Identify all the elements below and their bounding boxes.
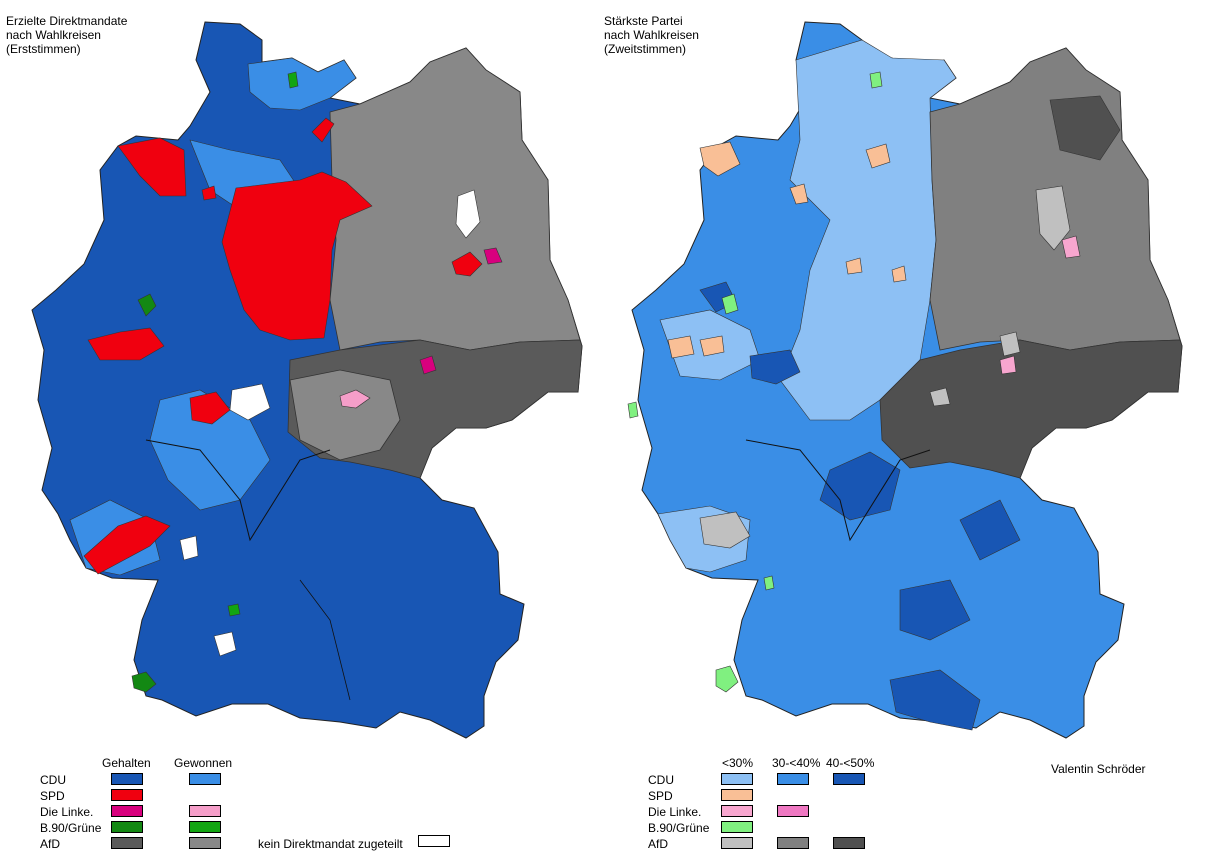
right-region-linke-low-leipzig	[999, 355, 1017, 375]
right-region-greens-freiburg	[715, 665, 739, 693]
right-region-cdu-high-bavaria-a	[819, 451, 901, 521]
left-legend-swatch-afd-won	[189, 837, 221, 849]
left-legend-swatch-linke-won	[189, 805, 221, 817]
right-region-cdu-high-bavaria-d	[889, 669, 981, 731]
left-legend-label-linke: Die Linke.	[40, 805, 94, 819]
right-legend-label-greens: B.90/Grüne	[648, 821, 710, 835]
left-legend-label-spd: SPD	[40, 789, 65, 803]
left-region-greens-won-stuttgart	[227, 603, 241, 617]
right-legend-swatch-linke-mid	[777, 805, 809, 817]
left-legend-col-won: Gewonnen	[174, 756, 233, 770]
left-legend-col-held: Gehalten	[102, 756, 151, 770]
right-legend-label-afd: AfD	[648, 837, 669, 851]
right-region-greens-muenster	[721, 293, 739, 315]
right-legend-swatch-cdu-low	[721, 773, 753, 785]
left-legend-swatch-linke-held	[111, 805, 143, 817]
right-region-afd-high-mecklenburg	[1049, 95, 1121, 161]
right-legend-swatch-afd-mid	[777, 837, 809, 849]
right-region-afd-low-saarland	[699, 511, 751, 549]
left-region-greens-won-kiel	[287, 71, 299, 89]
left-region-linke-won-erfurt	[339, 389, 371, 409]
right-legend-swatch-afd-high	[833, 837, 865, 849]
left-region-spd-palatinate	[83, 515, 171, 575]
right-legend-label-spd: SPD	[648, 789, 673, 803]
left-region-spd-north	[117, 137, 187, 197]
right-legend-label-cdu: CDU	[648, 773, 674, 787]
left-legend-no-mandate-label: kein Direktmandat zugeteilt	[258, 837, 403, 851]
left-region-linke-leipzig	[419, 355, 437, 375]
left-region-spd-berlin	[451, 251, 483, 277]
left-legend-swatch-cdu-won	[189, 773, 221, 785]
right-region-greens-aachen	[627, 401, 639, 419]
right-region-greens-kiel	[869, 71, 883, 89]
left-legend-label-afd: AfD	[40, 837, 61, 851]
right-germany-map	[627, 21, 1183, 739]
left-map-title: Erzielte Direktmandate nach Wahlkreisen …	[6, 14, 128, 56]
right-legend-label-linke: Die Linke.	[648, 805, 702, 819]
left-region-greens-muenster	[137, 293, 157, 317]
left-region-spd-lowsaxony	[221, 171, 373, 341]
left-region-no-mandate-munich	[213, 631, 237, 657]
right-region-cdu-high-hesse	[749, 349, 801, 385]
left-legend-label-cdu: CDU	[40, 773, 66, 787]
author-credit: Valentin Schröder	[1051, 762, 1146, 776]
right-region-spd-low-ruhr	[667, 335, 725, 359]
right-region-cdu-high-bavaria-c	[899, 579, 971, 641]
left-region-afd-thuringia	[289, 369, 401, 461]
left-legend-label-greens: B.90/Grüne	[40, 821, 102, 835]
left-legend-swatch-no-mandate	[418, 835, 450, 847]
right-legend-swatch-afd-low	[721, 837, 753, 849]
left-region-no-mandate-frankfurt	[229, 383, 271, 421]
left-germany-map	[31, 21, 583, 739]
right-legend-swatch-cdu-mid	[777, 773, 809, 785]
left-region-spd-ruhr	[87, 327, 165, 361]
right-region-linke-low-berlin	[1061, 235, 1081, 259]
left-region-spd-hamburg	[311, 117, 335, 143]
left-region-linke-berlin	[483, 247, 503, 265]
right-region-afd-low-jena	[929, 387, 951, 407]
right-legend-swatch-linke-low	[721, 805, 753, 817]
right-region-spd-low-ostfriesland	[699, 141, 741, 177]
right-legend-col-high: 40-<50%	[826, 756, 875, 770]
right-legend-swatch-greens-low	[721, 821, 753, 833]
right-region-cdu-high-bavaria-b	[959, 499, 1021, 561]
left-region-no-mandate-mannheim	[179, 535, 199, 561]
left-legend-swatch-greens-held	[111, 821, 143, 833]
right-region-spd-low-bremen	[789, 183, 809, 205]
left-region-greens-freiburg	[131, 671, 157, 693]
left-legend-swatch-cdu-held	[111, 773, 143, 785]
left-legend-swatch-greens-won	[189, 821, 221, 833]
right-map-title: Stärkste Partei nach Wahlkreisen (Zweits…	[604, 14, 699, 56]
right-region-greens-stuttgart	[763, 575, 775, 591]
right-legend-swatch-spd-low	[721, 789, 753, 801]
right-region-afd-low-leipzig	[999, 331, 1021, 357]
left-region-spd-kassel	[189, 391, 231, 425]
left-region-spd-bremen	[201, 185, 217, 201]
left-region-cdu-won-schleswig	[247, 57, 357, 111]
left-legend-swatch-spd-held	[111, 789, 143, 801]
right-region-afd-high-saxony	[879, 339, 1183, 479]
right-region-spd-low-lowsaxony	[845, 257, 907, 283]
left-region-afd-north-east	[329, 47, 581, 351]
right-legend-col-low: <30%	[722, 756, 754, 770]
left-legend-swatch-afd-held	[111, 837, 143, 849]
right-region-spd-low-hamburg	[865, 143, 891, 169]
right-legend-col-mid: 30-<40%	[772, 756, 821, 770]
right-legend-swatch-cdu-high	[833, 773, 865, 785]
left-region-no-mandate-brandenburg	[455, 189, 481, 239]
